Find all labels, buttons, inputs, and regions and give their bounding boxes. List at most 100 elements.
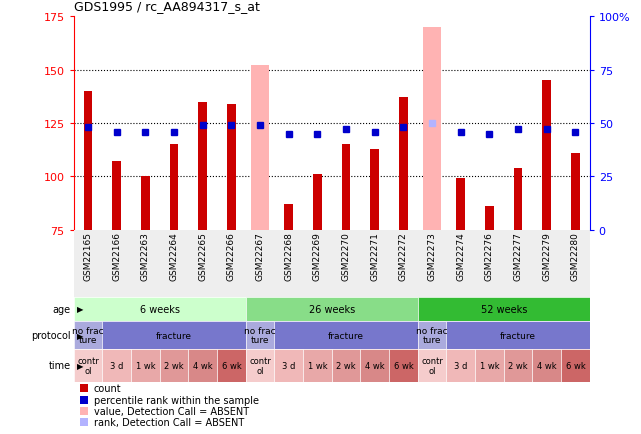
Bar [303,349,332,382]
Text: 2 wk: 2 wk [508,361,528,370]
Text: age: age [53,304,71,314]
Bar [74,297,246,321]
Bar [422,28,442,230]
Text: GSM22276: GSM22276 [485,231,494,280]
Text: no frac
ture: no frac ture [72,326,104,345]
Text: ▶: ▶ [77,361,83,370]
Bar [504,349,533,382]
Text: fracture: fracture [328,331,364,340]
Text: 2 wk: 2 wk [164,361,184,370]
Text: GSM22265: GSM22265 [198,231,207,280]
Bar [170,145,178,230]
Bar [485,207,494,230]
Text: GSM22264: GSM22264 [170,231,179,280]
Bar [103,349,131,382]
Bar [74,321,103,349]
Text: GSM22266: GSM22266 [227,231,236,280]
Text: 4 wk: 4 wk [193,361,213,370]
Bar [141,177,150,230]
Text: GSM22279: GSM22279 [542,231,551,280]
Text: GSM22270: GSM22270 [342,231,351,280]
Text: GSM22272: GSM22272 [399,231,408,280]
Text: GSM22277: GSM22277 [513,231,522,280]
Text: GSM22274: GSM22274 [456,231,465,280]
Text: 4 wk: 4 wk [537,361,556,370]
Text: value, Detection Call = ABSENT: value, Detection Call = ABSENT [94,406,249,416]
Bar [84,92,92,230]
Bar [571,154,579,230]
Text: 3 d: 3 d [454,361,467,370]
Text: rank, Detection Call = ABSENT: rank, Detection Call = ABSENT [94,418,244,427]
Bar [160,349,188,382]
Bar [513,168,522,230]
Bar [313,175,322,230]
Bar [418,349,446,382]
Text: ▶: ▶ [77,331,83,340]
Text: ▶: ▶ [77,305,83,314]
Text: 1 wk: 1 wk [308,361,327,370]
Bar [475,349,504,382]
Bar [246,297,418,321]
Bar [251,66,269,230]
Text: GSM22271: GSM22271 [370,231,379,280]
Text: 3 d: 3 d [282,361,296,370]
Text: no frac
ture: no frac ture [244,326,276,345]
Bar [418,297,590,321]
Bar [360,349,389,382]
Bar [342,145,351,230]
Bar [399,98,408,230]
Text: 2 wk: 2 wk [337,361,356,370]
Text: GSM22268: GSM22268 [284,231,293,280]
Text: percentile rank within the sample: percentile rank within the sample [94,395,258,404]
Text: 6 wk: 6 wk [222,361,241,370]
Text: no frac
ture: no frac ture [416,326,448,345]
Bar [542,81,551,230]
Text: GSM22267: GSM22267 [256,231,265,280]
Text: fracture: fracture [500,331,536,340]
Text: GDS1995 / rc_AA894317_s_at: GDS1995 / rc_AA894317_s_at [74,0,260,13]
Text: protocol: protocol [31,330,71,340]
Bar [112,162,121,230]
Text: 6 weeks: 6 weeks [140,304,179,314]
Bar [274,321,418,349]
Text: GSM22280: GSM22280 [571,231,580,280]
Bar [227,105,236,230]
Text: 3 d: 3 d [110,361,124,370]
Bar [246,349,274,382]
Text: 26 weeks: 26 weeks [308,304,355,314]
Bar [217,349,246,382]
Bar [332,349,360,382]
Text: contr
ol: contr ol [421,356,443,375]
Bar [389,349,418,382]
Text: GSM22165: GSM22165 [83,231,92,280]
Bar [131,349,160,382]
Bar [370,149,379,230]
Text: 6 wk: 6 wk [565,361,585,370]
Text: GSM22166: GSM22166 [112,231,121,280]
Bar [74,349,103,382]
Text: time: time [48,361,71,371]
Bar [456,179,465,230]
Bar [103,321,246,349]
Bar [274,349,303,382]
Text: 4 wk: 4 wk [365,361,385,370]
Text: GSM22269: GSM22269 [313,231,322,280]
Text: 1 wk: 1 wk [135,361,155,370]
Bar [188,349,217,382]
Bar [446,349,475,382]
Bar [246,321,274,349]
Bar [285,204,293,230]
Bar [533,349,561,382]
Text: count: count [94,384,121,393]
Text: 52 weeks: 52 weeks [481,304,527,314]
Bar [418,321,446,349]
Bar [561,349,590,382]
Bar [199,102,207,230]
Text: contr
ol: contr ol [77,356,99,375]
Text: fracture: fracture [156,331,192,340]
Bar [446,321,590,349]
Text: 1 wk: 1 wk [479,361,499,370]
Text: contr
ol: contr ol [249,356,271,375]
Text: GSM22273: GSM22273 [428,231,437,280]
Text: GSM22263: GSM22263 [141,231,150,280]
